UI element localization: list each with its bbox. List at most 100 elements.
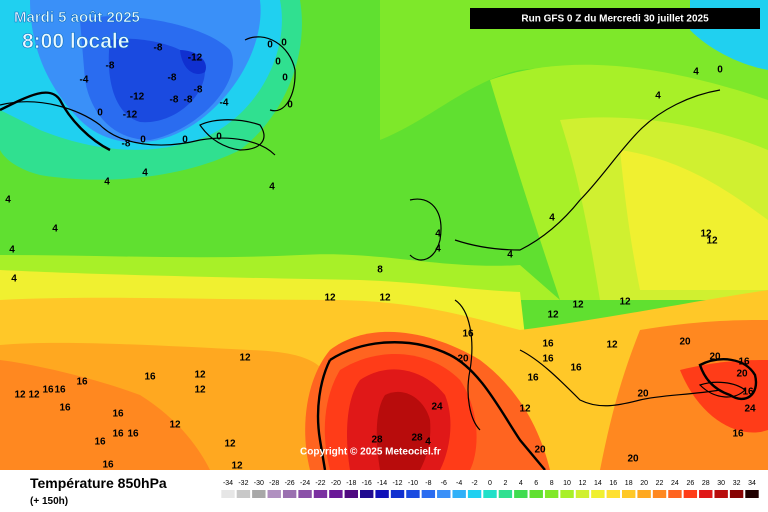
scale-label: 14 bbox=[594, 480, 602, 487]
contour-label: 16 bbox=[738, 357, 750, 368]
scale-label: 32 bbox=[733, 480, 741, 487]
scale-label: 26 bbox=[686, 480, 694, 487]
scale-swatch bbox=[267, 490, 281, 498]
contour-label: 4 bbox=[11, 274, 17, 285]
contour-label: 12 bbox=[231, 461, 243, 472]
contour-label: 4 bbox=[435, 229, 441, 240]
contour-label: 16 bbox=[742, 387, 754, 398]
contour-label: -4 bbox=[220, 98, 229, 109]
contour-label: 12 bbox=[14, 390, 26, 401]
scale-swatch bbox=[652, 490, 667, 498]
scale-swatch bbox=[313, 490, 328, 498]
scale-label: 0 bbox=[488, 480, 492, 487]
scale-swatch bbox=[452, 490, 466, 498]
scale-label: -2 bbox=[471, 480, 477, 487]
contour-label: 16 bbox=[102, 460, 114, 471]
contour-label: 0 bbox=[275, 57, 281, 68]
scale-swatch bbox=[406, 490, 420, 498]
contour-label: 16 bbox=[462, 329, 474, 340]
scale-swatch bbox=[745, 490, 759, 498]
scale-label: 28 bbox=[702, 480, 710, 487]
scale-swatch bbox=[606, 490, 620, 498]
contour-label: 4 bbox=[104, 177, 110, 188]
contour-label: 20 bbox=[637, 389, 649, 400]
scale-label: -26 bbox=[285, 480, 295, 487]
contour-label: 12 bbox=[700, 229, 712, 240]
scale-label: -32 bbox=[238, 480, 248, 487]
contour-label: 20 bbox=[709, 352, 721, 363]
scale-label: 2 bbox=[503, 480, 507, 487]
scale-label: 30 bbox=[717, 480, 725, 487]
contour-label: -12 bbox=[130, 92, 145, 103]
contour-label: 0 bbox=[267, 40, 273, 51]
contour-label: -8 bbox=[122, 139, 131, 150]
contour-label: 8 bbox=[377, 265, 383, 276]
contour-label: 12 bbox=[169, 420, 181, 431]
contour-label: -12 bbox=[188, 53, 203, 64]
scale-label: -6 bbox=[441, 480, 447, 487]
contour-label: 16 bbox=[54, 385, 66, 396]
scale-label: 4 bbox=[519, 480, 523, 487]
contour-label: 12 bbox=[194, 370, 206, 381]
scale-swatch bbox=[298, 490, 312, 498]
contour-label: 16 bbox=[144, 372, 156, 383]
contour-label: -12 bbox=[123, 110, 138, 121]
contour-label: 0 bbox=[97, 108, 103, 119]
scale-label: -22 bbox=[315, 480, 325, 487]
contour-label: -4 bbox=[80, 75, 89, 86]
scale-label: -30 bbox=[254, 480, 264, 487]
main-isotherms bbox=[0, 91, 758, 471]
contour-label: 12 bbox=[324, 293, 336, 304]
contour-label: 4 bbox=[435, 244, 441, 255]
contour-label: 16 bbox=[112, 429, 124, 440]
contour-label: 4 bbox=[52, 224, 58, 235]
contour-label: 12 bbox=[619, 297, 631, 308]
scale-label: 20 bbox=[640, 480, 648, 487]
scale-swatch bbox=[329, 490, 343, 498]
scale-swatch bbox=[714, 490, 728, 498]
scale-label: -4 bbox=[456, 480, 462, 487]
contour-label: -8 bbox=[170, 95, 179, 106]
contour-label: 0 bbox=[281, 38, 287, 49]
copyright: Copyright © 2025 Meteociel.fr bbox=[300, 447, 441, 458]
scale-swatch bbox=[437, 490, 451, 498]
scale-swatch bbox=[622, 490, 636, 498]
contour-label: 20 bbox=[627, 454, 639, 465]
contour-label: -8 bbox=[194, 85, 203, 96]
contour-label: 4 bbox=[507, 250, 513, 261]
contour-label: 4 bbox=[549, 213, 555, 224]
contour-label: 16 bbox=[59, 403, 71, 414]
scale-swatch bbox=[575, 490, 590, 498]
contour-label: 0 bbox=[140, 135, 146, 146]
contour-label: 20 bbox=[534, 445, 546, 456]
scale-label: -28 bbox=[269, 480, 279, 487]
scale-swatch bbox=[282, 490, 297, 498]
scale-swatch bbox=[514, 490, 528, 498]
contour-label: 16 bbox=[570, 363, 582, 374]
scale-label: -8 bbox=[425, 480, 431, 487]
scale-swatch bbox=[483, 490, 497, 498]
contour-label: 4 bbox=[9, 245, 15, 256]
scale-swatch bbox=[390, 490, 405, 498]
contour-label: 4 bbox=[693, 67, 699, 78]
contour-label: 12 bbox=[706, 236, 718, 247]
scale-swatch bbox=[529, 490, 543, 498]
contour-label: 12 bbox=[28, 390, 40, 401]
contour-label: 16 bbox=[112, 409, 124, 420]
contour-label: -8 bbox=[184, 95, 193, 106]
scale-label: 8 bbox=[550, 480, 554, 487]
contour-label: 4 bbox=[269, 182, 275, 193]
scale-swatch bbox=[683, 490, 698, 498]
scale-label: -12 bbox=[392, 480, 402, 487]
contour-label: 12 bbox=[239, 353, 251, 364]
contour-label: 28 bbox=[411, 433, 423, 444]
run-info: Run GFS 0 Z du Mercredi 30 juillet 2025 bbox=[521, 14, 709, 25]
contour-label: 0 bbox=[287, 100, 293, 111]
contour-label: 24 bbox=[744, 404, 756, 415]
scale-label: -18 bbox=[346, 480, 356, 487]
scale-swatch bbox=[421, 490, 436, 498]
valid-date: Mardi 5 août 2025 bbox=[14, 9, 140, 26]
contour-label: -8 bbox=[168, 73, 177, 84]
